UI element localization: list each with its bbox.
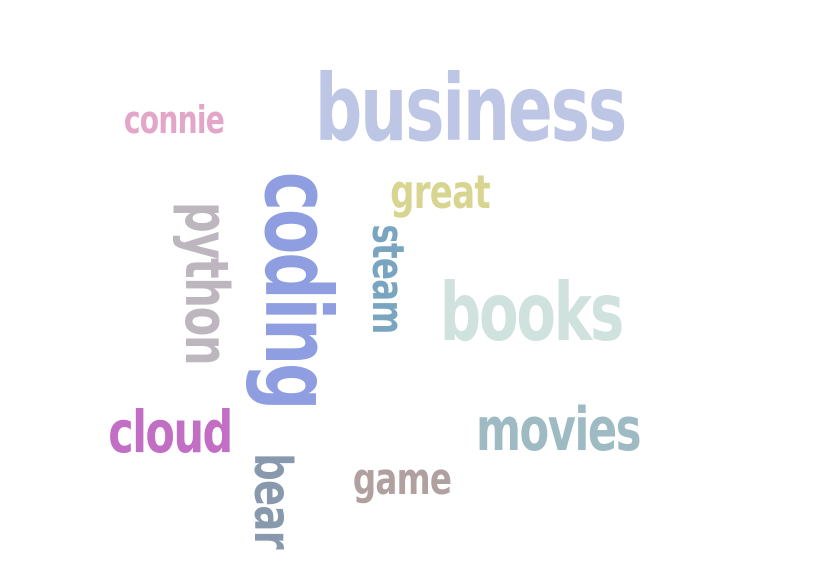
word-connie: connie: [123, 98, 225, 142]
word-bear: bear: [242, 453, 302, 549]
word-steam: steam: [362, 224, 413, 334]
word-great: great: [390, 165, 491, 219]
word-movies: movies: [475, 395, 641, 465]
word-python: python: [171, 201, 241, 365]
word-business: business: [314, 55, 628, 162]
word-cloud-term: cloud: [108, 398, 233, 466]
word-books: books: [439, 266, 624, 359]
word-coding: coding: [244, 171, 351, 409]
word-game: game: [352, 454, 452, 505]
